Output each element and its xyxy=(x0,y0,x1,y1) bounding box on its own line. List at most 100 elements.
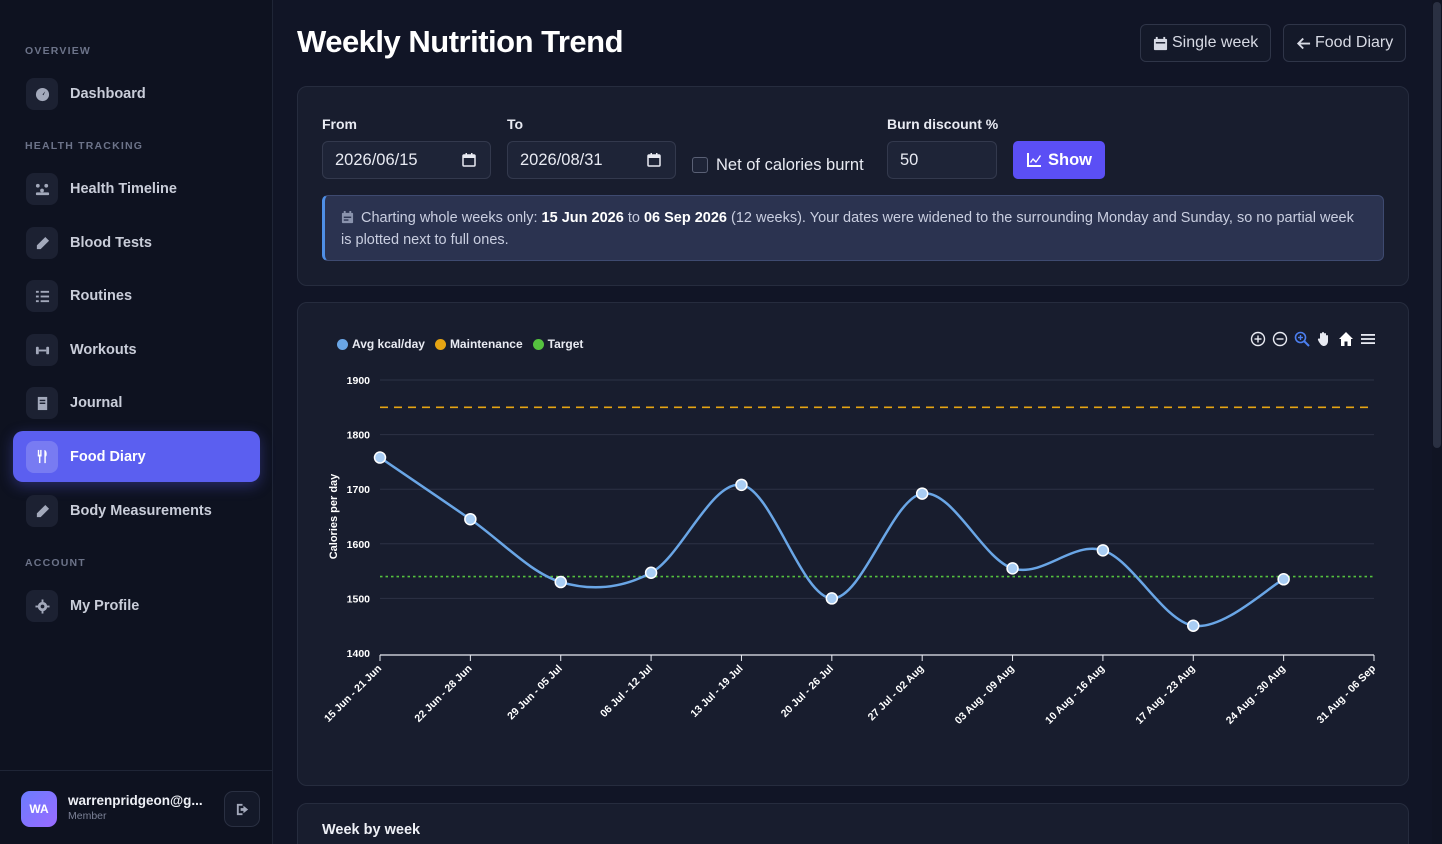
chart-legend: Avg kcal/day Maintenance Target xyxy=(337,337,583,351)
sidebar: OVERVIEW Dashboard HEALTH TRACKING Healt… xyxy=(0,0,273,844)
home-icon[interactable] xyxy=(1338,331,1354,347)
info-end-date: 06 Sep 2026 xyxy=(643,210,727,226)
x-tick-label: 22 Jun - 28 Jun xyxy=(412,663,474,725)
zoom-out-icon[interactable] xyxy=(1272,331,1288,347)
sidebar-item-food-diary[interactable]: Food Diary xyxy=(13,431,260,482)
sidebar-item-label: Workouts xyxy=(70,342,137,358)
y-tick-label: 1500 xyxy=(347,593,371,605)
info-prefix: Charting whole weeks only: xyxy=(361,210,538,226)
logout-icon xyxy=(236,803,248,815)
scrollbar-thumb[interactable] xyxy=(1433,2,1441,448)
legend-label: Target xyxy=(547,337,584,351)
legend-item-maintenance[interactable]: Maintenance xyxy=(434,337,523,351)
legend-dot xyxy=(532,338,544,350)
logout-button[interactable] xyxy=(224,791,260,827)
to-label: To xyxy=(507,116,524,132)
x-tick-label: 03 Aug - 09 Aug xyxy=(953,663,1017,727)
syringe-icon xyxy=(26,227,58,259)
show-label: Show xyxy=(1048,150,1092,169)
utensils-icon xyxy=(26,440,58,473)
legend-item-target[interactable]: Target xyxy=(532,337,584,351)
x-tick-label: 31 Aug - 06 Sep xyxy=(1315,663,1379,727)
line-chart-icon xyxy=(1027,153,1041,167)
info-suffix: (12 weeks). Your dates were widened to t… xyxy=(341,210,1354,248)
avg-kcal-point xyxy=(464,512,477,526)
week-by-week-card xyxy=(297,803,1409,844)
burn-discount-value: 50 xyxy=(900,150,919,169)
calendar-check-icon xyxy=(341,211,354,224)
sidebar-item-journal[interactable]: Journal xyxy=(13,378,260,428)
sidebar-item-label: Dashboard xyxy=(70,86,146,102)
from-label: From xyxy=(322,116,357,132)
food-diary-label: Food Diary xyxy=(1315,34,1394,51)
from-date-input[interactable]: 2026/06/15 xyxy=(322,141,491,179)
x-tick-label: 15 Jun - 21 Jun xyxy=(322,663,384,725)
sidebar-item-health-timeline[interactable]: Health Timeline xyxy=(13,164,260,214)
to-date-input[interactable]: 2026/08/31 xyxy=(507,141,676,179)
legend-dot xyxy=(337,338,348,350)
gear-icon xyxy=(26,590,58,622)
avg-kcal-point xyxy=(1006,562,1019,575)
x-tick-label: 06 Jul - 12 Jul xyxy=(598,663,655,720)
legend-label: Avg kcal/day xyxy=(352,337,425,351)
y-tick-label: 1700 xyxy=(347,484,371,496)
sidebar-item-my-profile[interactable]: My Profile xyxy=(13,581,260,631)
sidebar-item-dashboard[interactable]: Dashboard xyxy=(13,69,260,119)
calendar-picker-icon[interactable] xyxy=(462,153,476,167)
avg-kcal-point xyxy=(373,451,387,464)
info-alert: Charting whole weeks only: 15 Jun 2026 t… xyxy=(322,195,1384,261)
sidebar-item-label: My Profile xyxy=(70,598,140,614)
arrow-left-icon xyxy=(1296,37,1311,49)
sidebar-item-routines[interactable]: Routines xyxy=(13,271,260,321)
legend-label: Maintenance xyxy=(449,337,523,351)
sidebar-item-label: Routines xyxy=(70,288,133,304)
to-date-value: 2026/08/31 xyxy=(520,150,603,169)
page-title: Weekly Nutrition Trend xyxy=(297,24,624,59)
zoom-in-icon[interactable] xyxy=(1250,331,1266,347)
nutrition-line-chart: 1400 1500 1600 1700 1800 1900 Calories per day… xyxy=(322,375,1379,727)
user-role: Member xyxy=(68,810,107,822)
x-tick-label: 27 Jul - 02 Aug xyxy=(866,663,927,724)
avg-kcal-point xyxy=(735,478,748,492)
burn-discount-input[interactable]: 50 xyxy=(887,141,997,179)
zoom-select-icon[interactable] xyxy=(1294,331,1310,347)
info-start-date: 15 Jun 2026 xyxy=(541,210,624,226)
section-health-tracking: HEALTH TRACKING xyxy=(25,140,144,152)
legend-item-avg[interactable]: Avg kcal/day xyxy=(337,337,425,351)
avg-kcal-point xyxy=(915,487,929,500)
sidebar-item-workouts[interactable]: Workouts xyxy=(13,325,260,375)
pan-icon[interactable] xyxy=(1316,331,1332,347)
x-tick-label: 20 Jul - 26 Jul xyxy=(779,663,836,720)
week-by-week-title: Week by week xyxy=(322,822,421,838)
section-account: ACCOUNT xyxy=(25,557,86,569)
burn-discount-label: Burn discount % xyxy=(887,116,999,132)
single-week-button[interactable]: Single week xyxy=(1140,24,1272,62)
avatar[interactable]: WA xyxy=(21,791,57,827)
list-icon xyxy=(26,280,58,312)
avg-kcal-point xyxy=(825,592,839,605)
user-bar: WA warrenpridgeon@g... Member xyxy=(0,770,272,844)
y-tick-label: 1900 xyxy=(347,375,371,387)
food-diary-back-button[interactable]: Food Diary xyxy=(1283,24,1407,62)
y-axis-title: Calories per day xyxy=(328,473,340,559)
sidebar-item-label: Journal xyxy=(70,395,123,411)
calendar-picker-icon[interactable] xyxy=(647,153,661,167)
x-tick-label: 29 Jun - 05 Jul xyxy=(505,663,565,723)
sidebar-item-body-measurements[interactable]: Body Measurements xyxy=(13,486,260,536)
y-tick-label: 1600 xyxy=(347,539,371,551)
avg-kcal-point xyxy=(1187,619,1200,632)
info-to-word: to xyxy=(627,210,640,226)
y-tick-label: 1800 xyxy=(347,430,371,442)
net-of-calories-label[interactable]: Net of calories burnt xyxy=(716,156,864,174)
section-overview: OVERVIEW xyxy=(25,45,92,57)
dumbbell-icon xyxy=(26,334,58,366)
menu-icon[interactable] xyxy=(1360,331,1376,347)
y-tick-label: 1400 xyxy=(347,648,371,660)
sidebar-item-blood-tests[interactable]: Blood Tests xyxy=(13,218,260,268)
legend-dot xyxy=(434,338,446,350)
show-button[interactable]: Show xyxy=(1013,141,1105,179)
net-of-calories-checkbox[interactable] xyxy=(692,157,708,173)
sidebar-item-label: Health Timeline xyxy=(70,181,177,197)
timeline-icon xyxy=(26,173,58,205)
